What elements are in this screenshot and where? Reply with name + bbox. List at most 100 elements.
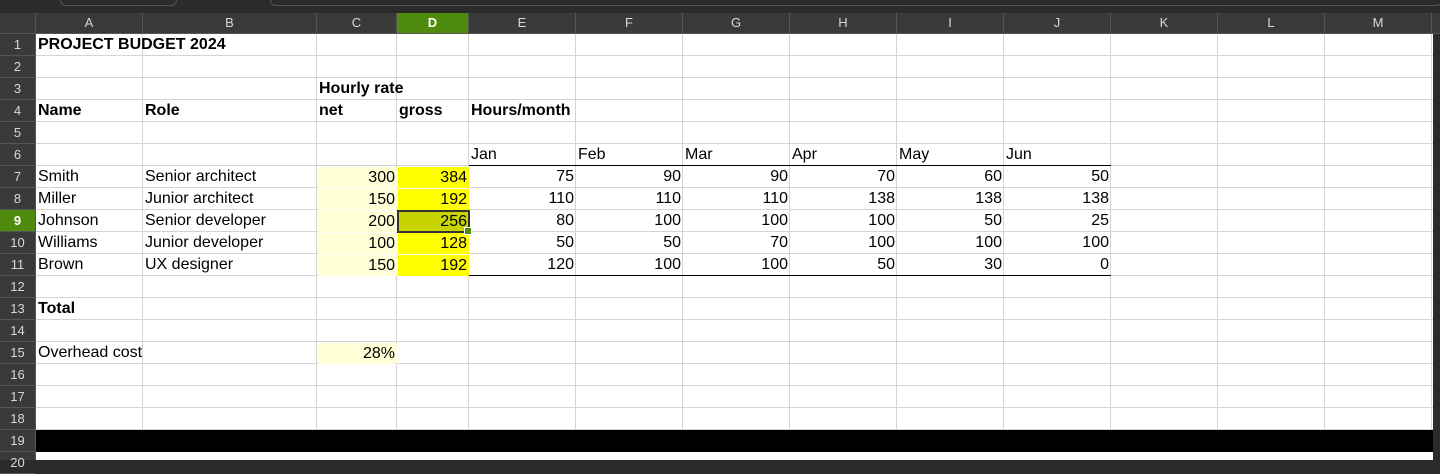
row-header-2[interactable]: 2 (0, 56, 35, 78)
gross-rate-cell[interactable]: 192 (398, 189, 469, 210)
month-header[interactable]: May (897, 144, 1004, 166)
row-header-5[interactable]: 5 (0, 122, 35, 144)
person-role-cell[interactable]: Junior developer (145, 234, 264, 251)
column-header-j[interactable]: J (1004, 13, 1111, 33)
name-header[interactable]: Name (38, 102, 82, 119)
hours-cell[interactable]: 110 (762, 190, 788, 207)
net-rate-cell[interactable]: 150 (318, 255, 397, 276)
row-header-20[interactable]: 20 (0, 452, 35, 474)
person-role-cell[interactable]: Senior architect (145, 168, 257, 185)
row-header-16[interactable]: 16 (0, 364, 35, 386)
hourly-rate-header[interactable]: Hourly rate (319, 80, 404, 97)
hours-cell[interactable]: 138 (868, 190, 895, 207)
spreadsheet-grid[interactable]: PROJECT BUDGET 2024 Hourly rate Name Rol… (36, 34, 1433, 430)
row-header-14[interactable]: 14 (0, 320, 35, 342)
row-header-7[interactable]: 7 (0, 166, 35, 188)
toolbar-tab[interactable] (60, 0, 177, 6)
person-name-cell[interactable]: Miller (38, 190, 77, 207)
column-header-k[interactable]: K (1111, 13, 1218, 33)
hours-cell[interactable]: 138 (975, 190, 1002, 207)
gross-rate-cell[interactable]: 256 (398, 211, 469, 232)
hours-cell[interactable]: 60 (984, 168, 1002, 185)
column-header-a[interactable]: A (36, 13, 143, 33)
net-rate-cell[interactable]: 100 (318, 233, 397, 254)
person-name-cell[interactable]: Williams (38, 234, 98, 251)
hours-cell[interactable]: 120 (469, 254, 576, 276)
hours-cell[interactable]: 100 (868, 234, 895, 251)
net-rate-cell[interactable]: 150 (318, 189, 397, 210)
hours-cell[interactable]: 110 (548, 190, 574, 207)
month-header[interactable]: Mar (683, 144, 790, 166)
row-header-1[interactable]: 1 (0, 34, 35, 56)
person-role-cell[interactable]: Junior architect (145, 190, 254, 207)
total-label[interactable]: Total (38, 300, 76, 317)
hours-cell[interactable]: 138 (1082, 190, 1109, 207)
hours-cell[interactable]: 70 (770, 234, 788, 251)
gross-rate-cell[interactable]: 384 (398, 167, 469, 188)
person-role-cell[interactable]: UX designer (145, 256, 234, 273)
gross-rate-cell[interactable]: 192 (398, 255, 469, 276)
hours-cell[interactable]: 100 (868, 212, 895, 229)
row-header-15[interactable]: 15 (0, 342, 35, 364)
sheet-title[interactable]: PROJECT BUDGET 2024 (38, 36, 226, 53)
column-header-l[interactable]: L (1218, 13, 1325, 33)
hours-cell[interactable]: 100 (761, 212, 788, 229)
column-header-b[interactable]: B (143, 13, 317, 33)
person-name-cell[interactable]: Smith (38, 168, 79, 185)
net-header[interactable]: net (319, 102, 343, 119)
month-header[interactable]: Jan (469, 144, 576, 166)
hours-cell[interactable]: 0 (1004, 254, 1111, 276)
hours-cell[interactable]: 100 (1082, 234, 1109, 251)
hours-cell[interactable]: 100 (975, 234, 1002, 251)
hours-cell[interactable]: 50 (984, 212, 1002, 229)
column-header-h[interactable]: H (790, 13, 897, 33)
hours-cell[interactable]: 25 (1091, 212, 1109, 229)
gross-rate-cell[interactable]: 128 (398, 233, 469, 254)
row-header-6[interactable]: 6 (0, 144, 35, 166)
row-header-11[interactable]: 11 (0, 254, 35, 276)
column-header-f[interactable]: F (576, 13, 683, 33)
column-header-c[interactable]: C (317, 13, 397, 33)
hours-cell[interactable]: 30 (897, 254, 1004, 276)
row-header-3[interactable]: 3 (0, 78, 35, 100)
hours-cell[interactable]: 100 (654, 212, 681, 229)
select-all-corner[interactable] (0, 13, 36, 34)
column-header-m[interactable]: M (1325, 13, 1432, 33)
hours-cell[interactable]: 75 (556, 168, 574, 185)
row-header-8[interactable]: 8 (0, 188, 35, 210)
net-rate-cell[interactable]: 200 (318, 211, 397, 232)
column-header-e[interactable]: E (469, 13, 576, 33)
overhead-value-cell[interactable]: 28% (318, 343, 397, 364)
column-header-i[interactable]: I (897, 13, 1004, 33)
hours-cell[interactable]: 70 (877, 168, 895, 185)
net-rate-cell[interactable]: 300 (318, 167, 397, 188)
column-header-g[interactable]: G (683, 13, 790, 33)
row-header-19[interactable]: 19 (0, 430, 35, 452)
hours-cell[interactable]: 50 (556, 234, 574, 251)
hours-cell[interactable]: 50 (663, 234, 681, 251)
hours-cell[interactable]: 50 (1091, 168, 1109, 185)
hours-month-header[interactable]: Hours/month (471, 102, 571, 119)
person-name-cell[interactable]: Johnson (38, 212, 99, 229)
month-header[interactable]: Jun (1004, 144, 1111, 166)
gross-header[interactable]: gross (399, 102, 443, 119)
hours-cell[interactable]: 80 (556, 212, 574, 229)
column-header-d[interactable]: D (397, 13, 469, 33)
row-header-12[interactable]: 12 (0, 276, 35, 298)
hours-cell[interactable]: 90 (770, 168, 788, 185)
hours-cell[interactable]: 90 (663, 168, 681, 185)
hours-cell[interactable]: 50 (790, 254, 897, 276)
hours-cell[interactable]: 100 (683, 254, 790, 276)
row-header-13[interactable]: 13 (0, 298, 35, 320)
person-name-cell[interactable]: Brown (38, 256, 84, 273)
row-header-9[interactable]: 9 (0, 210, 35, 232)
hours-cell[interactable]: 110 (655, 190, 681, 207)
row-header-17[interactable]: 17 (0, 386, 35, 408)
person-role-cell[interactable]: Senior developer (145, 212, 266, 229)
overhead-label[interactable]: Overhead cost (38, 344, 143, 361)
row-header-4[interactable]: 4 (0, 100, 35, 122)
row-header-10[interactable]: 10 (0, 232, 35, 254)
month-header[interactable]: Feb (576, 144, 683, 166)
role-header[interactable]: Role (145, 102, 180, 119)
hours-cell[interactable]: 100 (576, 254, 683, 276)
